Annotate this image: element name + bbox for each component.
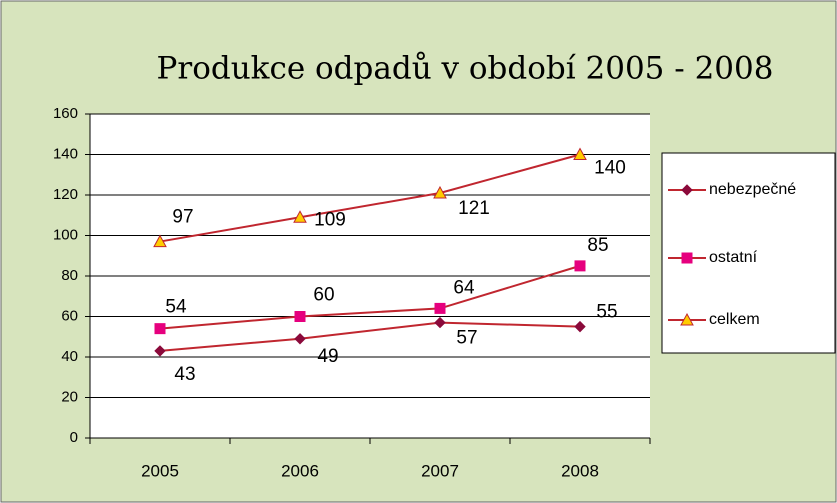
data-point (153, 234, 167, 248)
legend-marker (681, 252, 693, 264)
x-tick-label: 2008 (561, 461, 599, 480)
legend-marker (680, 312, 694, 326)
data-label: 57 (456, 328, 477, 349)
data-point (434, 316, 446, 329)
y-tick-label: 60 (61, 307, 78, 324)
y-tick-label: 100 (53, 226, 78, 243)
data-label: 55 (596, 302, 617, 323)
data-point (434, 302, 446, 314)
legend-label: celkem (709, 311, 760, 328)
data-label: 64 (453, 277, 475, 298)
data-label: 109 (314, 209, 346, 230)
data-label: 49 (317, 346, 338, 367)
data-point (294, 311, 306, 322)
data-point (574, 260, 586, 272)
series-line (159, 264, 581, 330)
data-point (154, 345, 166, 357)
data-point (433, 185, 447, 199)
data-label: 85 (587, 235, 608, 256)
data-label: 121 (458, 198, 490, 219)
legend-label: ostatní (709, 249, 758, 266)
data-point (574, 320, 586, 333)
data-label: 54 (165, 297, 187, 318)
x-tick-label: 2007 (421, 461, 459, 480)
data-point (573, 147, 587, 160)
y-tick-label: 40 (61, 348, 78, 365)
legend-marker (681, 184, 693, 196)
data-label: 43 (174, 364, 195, 385)
legend-label: nebezpečné (709, 181, 796, 198)
y-tick-label: 120 (53, 186, 78, 203)
y-tick-label: 20 (61, 388, 78, 405)
x-tick-label: 2006 (281, 461, 319, 480)
data-point (294, 333, 306, 345)
series-line (159, 153, 581, 243)
y-tick-label: 160 (53, 105, 78, 122)
y-tick-label: 0 (70, 429, 78, 446)
y-tick-label: 80 (61, 267, 78, 284)
data-point (154, 323, 166, 335)
x-tick-label: 2005 (141, 461, 179, 480)
y-tick-label: 140 (53, 145, 78, 162)
data-label: 97 (172, 207, 193, 228)
data-label: 60 (313, 285, 334, 306)
chart-title: Produkce odpadů v období 2005 - 2008 (157, 51, 774, 87)
series-line (159, 321, 581, 352)
data-point (293, 210, 307, 223)
data-label: 140 (594, 158, 626, 179)
